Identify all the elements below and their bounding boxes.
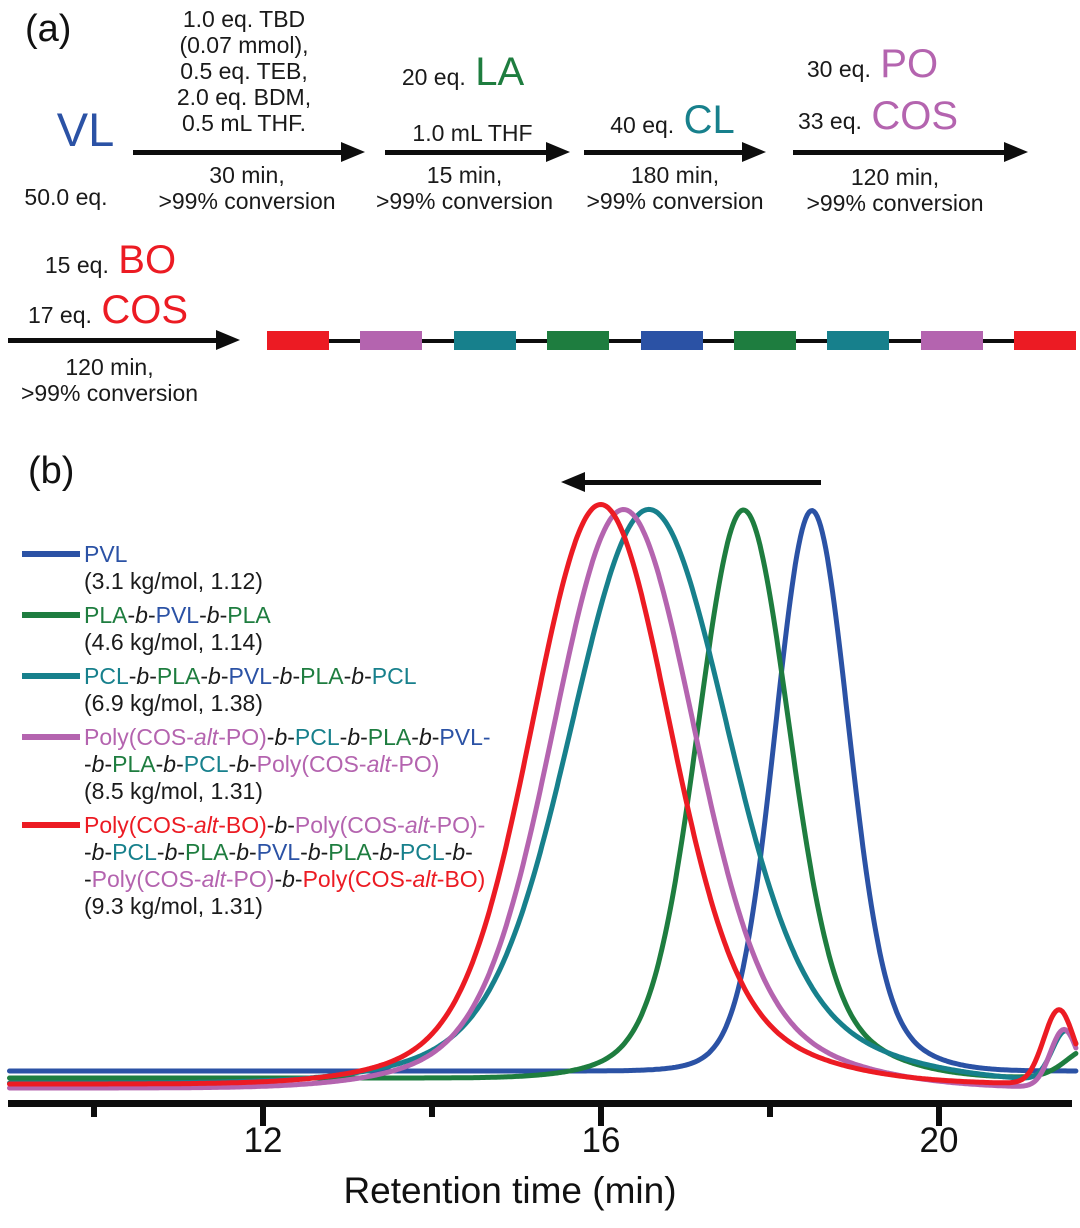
step1-conditions-above: 1.0 eq. TBD (0.07 mmol), 0.5 eq. TEB, 2.…	[176, 6, 312, 136]
step2-reagent: 20 eq. LA	[401, 50, 525, 94]
reaction-arrow-5	[8, 330, 240, 350]
legend-swatch-teal	[22, 673, 80, 679]
legend-entry-4: Poly(COS-alt-BO)-b-Poly(COS-alt-PO)- -b-P…	[22, 812, 582, 920]
legend-swatch-blue	[22, 551, 80, 557]
reaction-arrow-4	[793, 142, 1028, 162]
reaction-arrow-1	[133, 142, 365, 162]
legend-swatch-purple	[22, 734, 80, 740]
monomer-vl: VL	[56, 103, 115, 156]
polymer-block-green	[547, 331, 610, 350]
step5-conditions-below: 120 min, >99% conversion	[20, 354, 199, 406]
monomer-cl: CL	[683, 98, 735, 142]
polymer-block-purple	[920, 331, 983, 350]
legend-swatch-green	[22, 612, 80, 618]
major-tick-20	[936, 1107, 942, 1126]
polymer-block-teal	[453, 331, 516, 350]
tick-label-16: 16	[581, 1121, 621, 1160]
major-tick-16	[598, 1107, 604, 1126]
major-tick-12	[260, 1107, 266, 1126]
monomer-cos-red: COS	[101, 288, 189, 332]
tick-label-20: 20	[919, 1121, 959, 1160]
panel-a-label: (a)	[25, 8, 72, 50]
legend-label: Poly(COS-alt-PO)-b-PCL-b-PLA-b-PVL- -b-PL…	[84, 724, 491, 804]
step4-conditions-below: 120 min, >99% conversion	[806, 164, 984, 216]
shift-direction-arrow	[561, 472, 821, 492]
reaction-arrow-3	[584, 142, 766, 162]
polymer-block-red	[267, 331, 329, 350]
legend-label: PCL-b-PLA-b-PVL-b-PLA-b-PCL (6.9 kg/mol, …	[84, 663, 417, 716]
step3-reagent: 40 eq. CL	[610, 98, 735, 142]
polymer-block-teal	[827, 331, 890, 350]
minor-tick-10	[91, 1107, 97, 1117]
legend-entry-0: PVL (3.1 kg/mol, 1.12)	[22, 541, 582, 595]
minor-tick-18	[767, 1107, 773, 1117]
monomer-vl-equivalents: 50.0 eq.	[24, 184, 108, 210]
polymer-block-blue	[640, 331, 703, 350]
polymer-block-purple	[360, 331, 423, 350]
monomer-po: PO	[880, 42, 939, 86]
x-axis-title: Retention time (min)	[343, 1170, 677, 1211]
step2-conditions-above: 1.0 mL THF	[412, 120, 533, 146]
x-axis-line	[8, 1100, 1072, 1107]
legend-entry-1: PLA-b-PVL-b-PLA (4.6 kg/mol, 1.14)	[22, 602, 582, 656]
step2-conditions-below: 15 min, >99% conversion	[375, 162, 554, 214]
step5-reagent-cos: 17 eq. COS	[27, 288, 189, 332]
chart-legend: PVL (3.1 kg/mol, 1.12) PLA-b-PVL-b-PLA (4.6…	[22, 541, 582, 927]
legend-entry-3: Poly(COS-alt-PO)-b-PCL-b-PLA-b-PVL- -b-PL…	[22, 724, 582, 805]
step4-reagent-po: 30 eq. PO	[806, 42, 939, 86]
step5-reagent-bo: 15 eq. BO	[44, 238, 177, 282]
legend-label: PLA-b-PVL-b-PLA (4.6 kg/mol, 1.14)	[84, 602, 271, 655]
tick-label-12: 12	[243, 1121, 283, 1160]
polymer-block-red	[1014, 331, 1076, 350]
legend-label: PVL (3.1 kg/mol, 1.12)	[84, 541, 263, 594]
step3-conditions-below: 180 min, >99% conversion	[586, 162, 764, 214]
step1-conditions-below: 30 min, >99% conversion	[158, 162, 336, 214]
legend-entry-2: PCL-b-PLA-b-PVL-b-PLA-b-PCL (6.9 kg/mol, …	[22, 663, 582, 717]
legend-label: Poly(COS-alt-BO)-b-Poly(COS-alt-PO)- -b-P…	[84, 812, 486, 919]
monomer-bo: BO	[118, 238, 177, 282]
monomer-la: LA	[475, 50, 525, 94]
legend-swatch-red	[22, 822, 80, 828]
minor-tick-14	[429, 1107, 435, 1117]
step4-reagent-cos: 33 eq. COS	[797, 94, 959, 138]
monomer-cos-purple: COS	[871, 94, 959, 138]
product-block-copolymer	[267, 331, 1076, 350]
panel-b-label: (b)	[28, 450, 75, 492]
reaction-arrow-2	[385, 142, 570, 162]
polymer-block-green	[733, 331, 796, 350]
